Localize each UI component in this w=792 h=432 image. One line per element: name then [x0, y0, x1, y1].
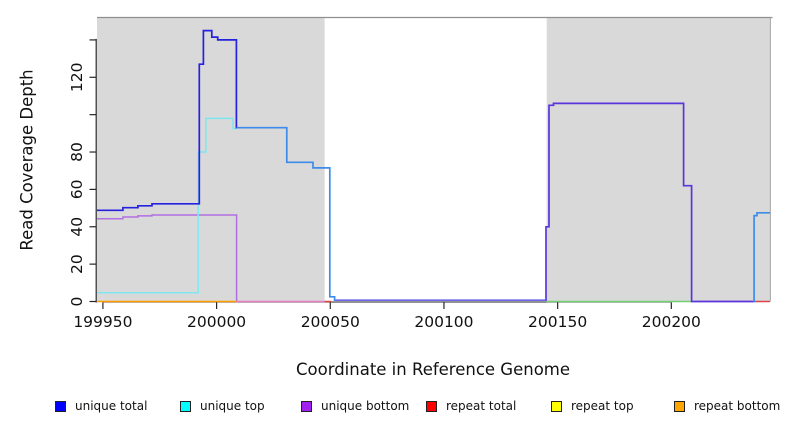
y-axis-title: Read Coverage Depth	[17, 69, 37, 251]
series-unique-total-over-unique-bottom	[545, 102, 754, 303]
shaded-region-2	[546, 17, 770, 302]
legend-swatch-repeat-bottom	[674, 400, 685, 412]
y-tick-label: 120	[68, 62, 86, 92]
series-unique-top	[97, 117, 237, 294]
legend-swatch-repeat-total	[426, 400, 437, 412]
legend-item-unique-top: unique top	[180, 399, 265, 413]
y-tick-label: 0	[68, 297, 86, 307]
x-tick-label: 200000	[187, 313, 246, 331]
legend-swatch-unique-total	[55, 400, 66, 412]
legend-label: unique bottom	[321, 399, 410, 413]
x-tick-label: 200200	[642, 313, 701, 331]
series-unique-total	[97, 29, 238, 212]
x-tick-label: 199950	[73, 313, 132, 331]
series-unique-total-over-unique-top	[236, 126, 336, 302]
x-tick-label: 200050	[301, 313, 360, 331]
legend-label: unique top	[200, 399, 265, 413]
x-tick-label: 200100	[414, 313, 473, 331]
y-tick-label: 80	[68, 142, 86, 162]
legend-label: repeat top	[571, 399, 634, 413]
legend-item-unique-bottom: unique bottom	[301, 399, 409, 413]
y-tick-label: 40	[68, 217, 86, 237]
x-axis-title: Coordinate in Reference Genome	[295, 360, 571, 379]
legend-label: repeat bottom	[694, 399, 781, 413]
legend-item-repeat-bottom: repeat bottom	[674, 399, 780, 413]
legend-item-repeat-top: repeat top	[551, 399, 634, 413]
legend-swatch-unique-bottom	[301, 400, 312, 412]
series-unique-bottom	[97, 214, 238, 303]
y-tick-label: 60	[68, 180, 86, 200]
legend-item-repeat-total: repeat total	[426, 399, 516, 413]
legend-label: repeat total	[446, 399, 517, 413]
legend-item-unique-total: unique total	[55, 399, 147, 413]
legend-swatch-unique-top	[180, 400, 191, 412]
shaded-region-1	[97, 17, 325, 302]
x-tick-label: 200150	[528, 313, 587, 331]
y-tick-label: 20	[68, 254, 86, 274]
legend-swatch-repeat-top	[551, 400, 562, 412]
series-unique-total-over-unique-top-right	[753, 211, 770, 303]
legend-label: unique total	[75, 399, 148, 413]
